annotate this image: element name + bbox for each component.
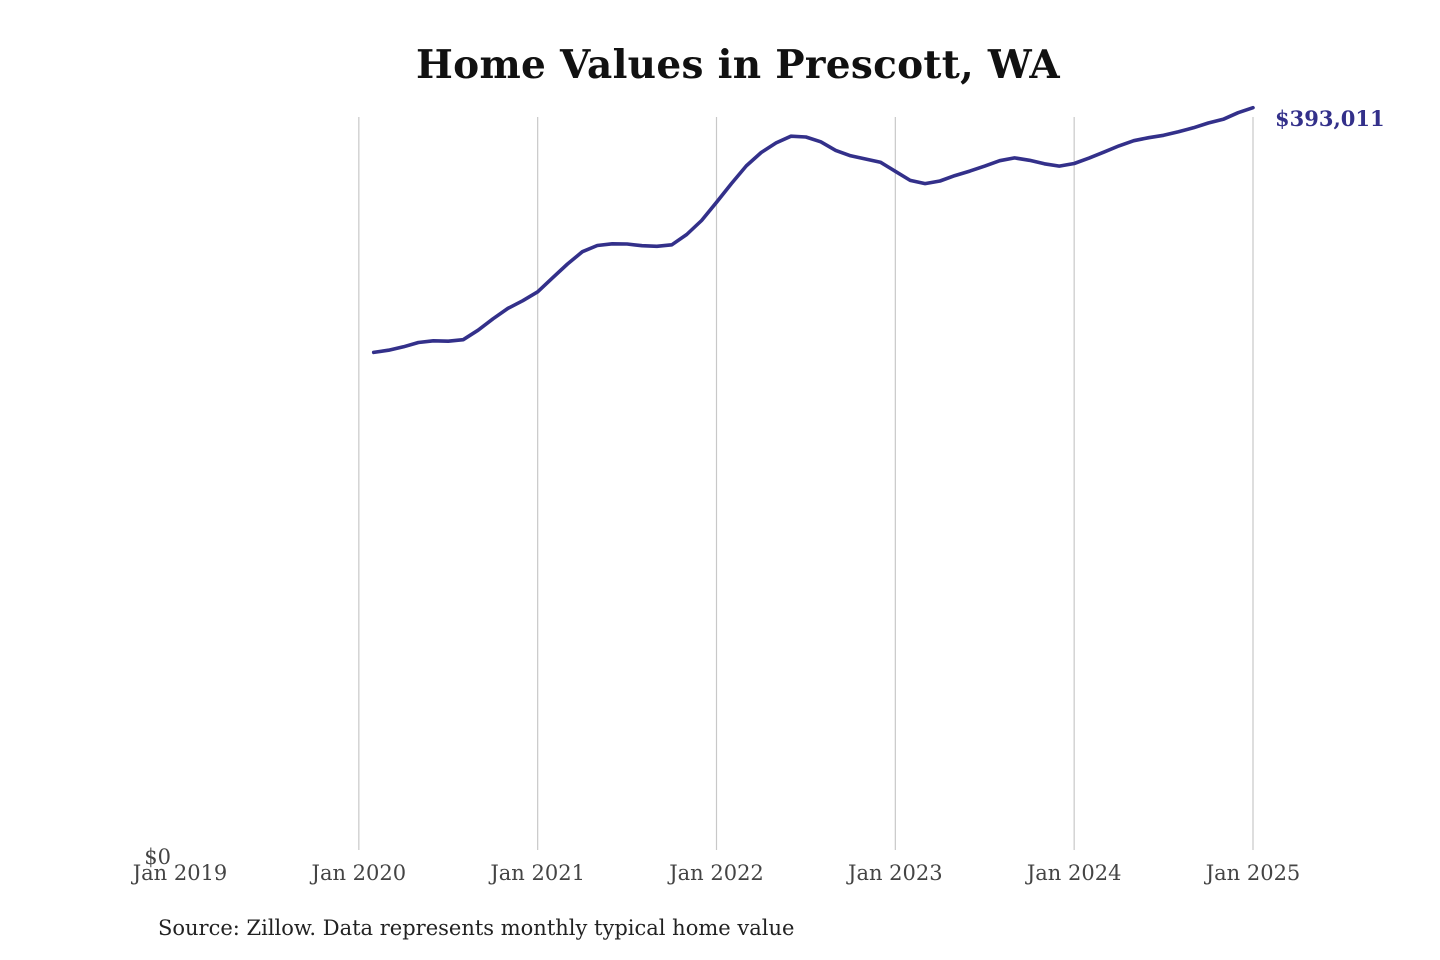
y-tick-label: $0: [144, 845, 171, 869]
x-tick-label: Jan 2023: [846, 861, 943, 885]
x-tick-label: Jan 2025: [1204, 861, 1301, 885]
series-line: [371, 105, 1255, 355]
series-layer: [371, 105, 1255, 355]
x-tick-label: Jan 2024: [1025, 861, 1122, 885]
gridlines: [358, 117, 1254, 850]
x-tick-label: Jan 2021: [488, 861, 585, 885]
source-note: Source: Zillow. Data represents monthly …: [158, 916, 795, 940]
end-value-label: $393,011: [1275, 106, 1385, 131]
x-tick-label: Jan 2022: [667, 861, 764, 885]
x-tick-label: Jan 2019: [131, 861, 228, 885]
x-tick-label: Jan 2020: [310, 861, 407, 885]
labels-layer: Jan 2019 Jan 2020 Jan 2021 Jan 2022 Jan 2023…: [131, 106, 1385, 885]
chart-title: Home Values in Prescott, WA: [416, 42, 1060, 88]
